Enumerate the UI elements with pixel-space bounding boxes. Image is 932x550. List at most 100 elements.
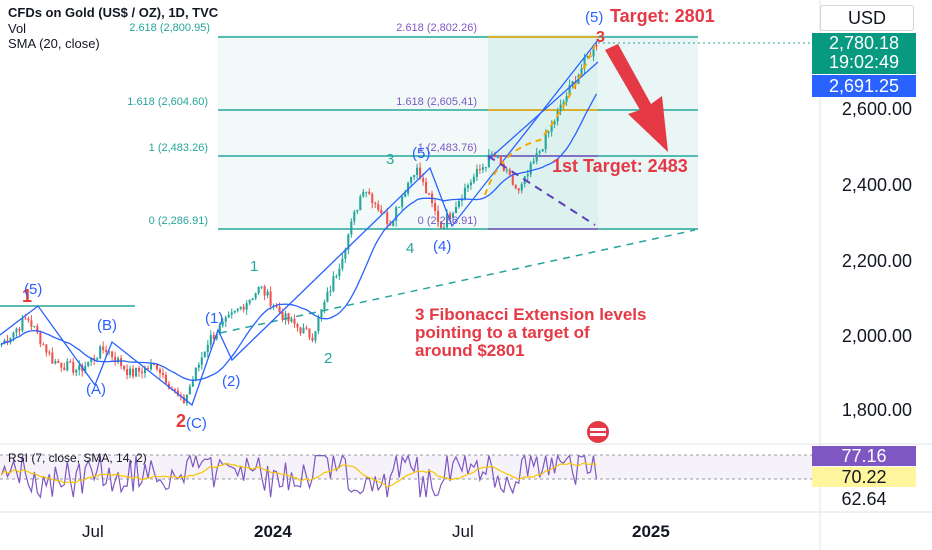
candle-body — [155, 364, 159, 370]
candle-body — [398, 206, 401, 208]
candle-body — [260, 286, 263, 288]
candle-body — [392, 220, 395, 226]
chart-title: CFDs on Gold (US$ / OZ), 1D, TVC — [8, 5, 219, 20]
candle-body — [275, 305, 278, 307]
candle-body — [45, 344, 48, 353]
x-tick-jul-2024: Jul — [452, 522, 474, 541]
candle-body — [499, 156, 502, 164]
candle-body — [547, 131, 550, 133]
candle-body — [422, 178, 425, 182]
candle-body — [39, 332, 42, 345]
wave-label-red-2: 2 — [176, 411, 186, 431]
candle-body — [263, 286, 266, 296]
wave-label-blue-4: (4) — [433, 238, 451, 255]
sma-line — [1, 93, 598, 381]
candle-body — [114, 357, 117, 363]
wave-label-green-2: 2 — [324, 350, 332, 367]
candle-body — [188, 386, 191, 395]
candle-body — [478, 169, 481, 171]
candle-body — [472, 176, 475, 183]
candle-body — [191, 379, 194, 387]
candle-body — [338, 268, 341, 277]
candle-body — [182, 396, 185, 404]
candle-body — [15, 328, 18, 333]
candle-body — [209, 335, 212, 345]
x-tick-2024: 2024 — [254, 522, 292, 541]
wave-label-red-3: 3 — [596, 29, 605, 46]
candle-body — [317, 317, 320, 332]
currency-selector[interactable]: USD — [820, 5, 914, 31]
rsi-sma-line — [1, 462, 597, 488]
candle-body — [212, 335, 215, 340]
wave-label-blue-1: (1) — [205, 310, 223, 327]
candle-body — [520, 183, 523, 191]
candle-body — [535, 152, 538, 162]
candle-body — [0, 344, 3, 346]
fib-label-left-1618: 1.618 (2,604.60) — [127, 96, 208, 108]
x-tick-2025: 2025 — [632, 522, 670, 541]
wave-lines-blue — [0, 39, 599, 407]
y-tick-1800: 1,800.00 — [841, 400, 912, 420]
candle-body — [218, 325, 221, 335]
candle-body — [469, 182, 472, 186]
candle-body — [371, 193, 374, 203]
target-arrow — [605, 44, 668, 152]
candle-body — [245, 303, 248, 310]
candle-body — [290, 318, 293, 322]
candle-body — [281, 312, 284, 320]
candle-body — [215, 334, 218, 340]
candle-body — [428, 193, 431, 195]
candle-body — [305, 327, 308, 329]
fib-label-left-2618: 2.618 (2,800.95) — [129, 22, 210, 34]
candle-body — [63, 367, 66, 371]
candle-body — [466, 185, 469, 188]
candle-body — [161, 372, 165, 375]
candle-body — [442, 227, 446, 229]
wave-label-blue-b: (B) — [97, 317, 117, 334]
candle-body — [111, 351, 114, 358]
wave-label-blue-5-top: (5) — [24, 281, 42, 298]
candle-body — [99, 346, 102, 359]
candle-body — [239, 306, 242, 309]
candle-body — [451, 213, 455, 218]
candle-body — [129, 368, 132, 376]
candle-body — [329, 291, 332, 293]
candle-body — [404, 193, 407, 197]
candle-body — [197, 364, 200, 368]
purple-dashed-projection — [487, 155, 596, 226]
candle-body — [173, 389, 176, 391]
candle-body — [365, 191, 368, 193]
annotation-note-line1: 3 Fibonacci Extension levels — [415, 305, 646, 324]
candle-body — [586, 55, 589, 58]
candle-body — [146, 367, 150, 370]
candle-body — [445, 213, 449, 228]
wave-label-blue-a: (A) — [86, 381, 106, 398]
candle-body — [481, 167, 484, 170]
candle-body — [87, 361, 90, 367]
candle-body — [18, 328, 21, 331]
candle-body — [568, 85, 571, 97]
candle-body — [164, 374, 167, 384]
candle-body — [368, 191, 371, 194]
last-price-tag: 2,780.18 19:02:49 — [812, 33, 916, 74]
candle-body — [257, 286, 260, 294]
candle-body — [102, 346, 105, 351]
candle-body — [78, 365, 81, 371]
candle-body — [206, 344, 209, 352]
candle-body — [287, 313, 290, 322]
candle-body — [143, 367, 147, 374]
fib-label-right-1618: 1.618 (2,605.41) — [396, 96, 477, 108]
candle-body — [433, 203, 437, 211]
candle-body — [595, 45, 598, 47]
annotation-first-target: 1st Target: 2483 — [552, 156, 688, 176]
rsi-sma-tag: 70.22 — [812, 467, 916, 487]
candle-body — [490, 153, 493, 155]
candle-body — [84, 366, 87, 372]
candle-body — [296, 324, 299, 328]
candle-body — [248, 299, 251, 304]
candle-body — [254, 293, 257, 299]
candle-body — [484, 167, 487, 169]
tradingview-logo-icon — [587, 421, 609, 443]
candle-body — [152, 363, 156, 365]
candle-body — [389, 223, 392, 226]
